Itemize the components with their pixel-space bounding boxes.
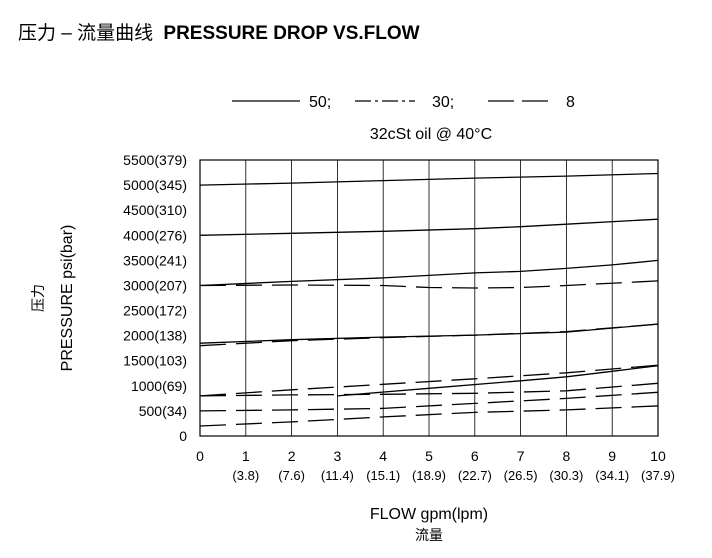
x-tick-sublabel: (11.4) [321, 468, 354, 483]
x-tick-label: 4 [379, 448, 387, 464]
plot-frame [199, 159, 659, 437]
y-tick-label: 5500(379) [123, 152, 187, 168]
series-line-solid-1 [199, 218, 659, 236]
x-tick-label: 8 [563, 448, 571, 464]
x-axis-title-en: FLOW gpm(lpm) [370, 506, 488, 523]
x-tick-sublabel: (18.9) [412, 468, 446, 483]
y-axis-title: PRESSURE psi(bar) [59, 225, 76, 372]
y-axis-title-cn: 压力 [31, 284, 47, 312]
y-tick-label: 2000(138) [123, 328, 187, 344]
x-tick-labels: 0 1 (3.8) 2 (7.6) 3 (11.4) 4 (15.1) 5 (18.9) 6 (22.7… [196, 448, 675, 483]
y-axis-title-en: PRESSURE psi(bar) [59, 225, 76, 372]
chart-legend: 50; 30; 8 [232, 94, 575, 111]
series-line-solid-0 [199, 172, 659, 186]
x-axis-title-cn: 流量 [415, 528, 443, 544]
y-tick-label: 3500(241) [123, 252, 187, 268]
series-line-dashed-8 [199, 382, 659, 397]
x-tick-label: 0 [196, 448, 204, 464]
x-tick-sublabel: (34.1) [595, 468, 629, 483]
x-tick-label: 2 [288, 448, 296, 464]
y-tick-label: 0 [179, 428, 187, 444]
chart-title: 压力 – 流量曲线 PRESSURE DROP VS.FLOW [18, 22, 420, 44]
x-tick-label: 3 [334, 448, 342, 464]
x-tick-label: 6 [471, 448, 479, 464]
x-tick-label: 9 [608, 448, 616, 464]
legend-label-50: 50; [309, 94, 331, 111]
legend-label-30: 30; [432, 94, 454, 111]
chart-title-en: PRESSURE DROP VS.FLOW [163, 23, 419, 44]
series-line-dashed-10 [199, 405, 659, 427]
y-tick-label: 500(34) [139, 403, 187, 419]
x-tick-sublabel: (22.7) [458, 468, 492, 483]
x-tick-label: 1 [242, 448, 250, 464]
x-tick-sublabel: (30.3) [549, 468, 583, 483]
chart-subtitle: 32cSt oil @ 40°C [370, 126, 492, 143]
y-tick-label: 5000(345) [123, 177, 187, 193]
y-tick-label: 1500(103) [123, 353, 187, 369]
x-tick-sublabel: (15.1) [366, 468, 400, 483]
x-tick-label: 10 [650, 448, 666, 464]
legend-label-8: 8 [566, 94, 575, 111]
x-tick-sublabel: (37.9) [641, 468, 675, 483]
y-tick-labels: 0 500(34) 1000(69) 1500(103) 2000(138) 2500(1… [123, 152, 187, 444]
x-tick-sublabel: (26.5) [504, 468, 538, 483]
y-axis-title-cn-wrap: 压力 [31, 284, 47, 312]
series-line-dashed-9 [199, 391, 659, 412]
y-tick-label: 4500(310) [123, 202, 187, 218]
y-tick-label: 3000(207) [123, 277, 187, 293]
series-line-dashed-7 [199, 364, 659, 397]
chart-title-cn: 压力 – 流量曲线 [18, 22, 153, 44]
series-line-dashed-6 [199, 323, 659, 347]
x-tick-label: 5 [425, 448, 433, 464]
plot-grid [245, 160, 613, 436]
series-line-solid-4 [337, 365, 659, 397]
series-line-solid-2 [199, 259, 659, 287]
y-tick-label: 2500(172) [123, 303, 187, 319]
y-tick-label: 1000(69) [131, 378, 187, 394]
series-group [199, 172, 659, 427]
x-tick-label: 7 [517, 448, 525, 464]
x-tick-sublabel: (3.8) [232, 468, 259, 483]
x-tick-sublabel: (7.6) [278, 468, 305, 483]
y-tick-label: 4000(276) [123, 227, 187, 243]
